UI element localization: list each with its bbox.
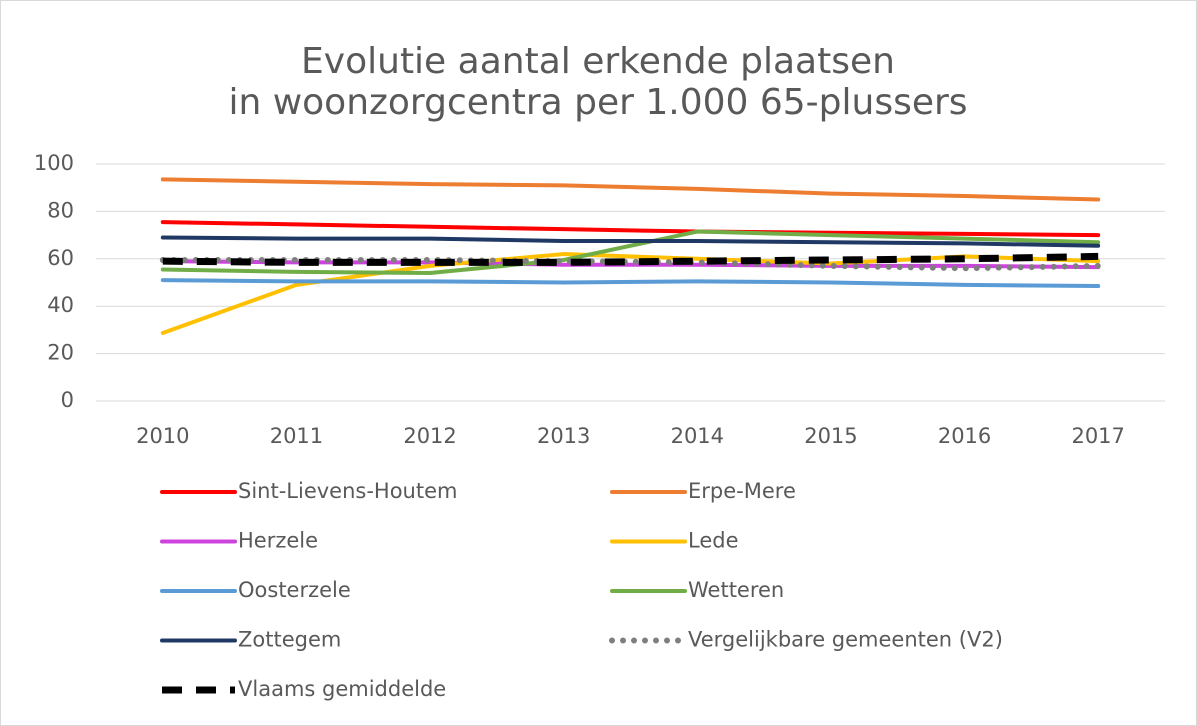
y-tick-label: 80 <box>47 198 74 222</box>
x-tick-label: 2016 <box>938 424 991 448</box>
x-tick-label: 2011 <box>270 424 323 448</box>
legend-label: Wetteren <box>688 578 784 602</box>
series-line <box>162 252 1099 266</box>
chart-title: Evolutie aantal erkende plaatsen <box>301 41 895 82</box>
chart-title: in woonzorgcentra per 1.000 65-plussers <box>228 82 967 123</box>
series-line <box>160 229 1101 276</box>
y-tick-label: 40 <box>47 293 74 317</box>
y-tick-label: 60 <box>47 246 74 270</box>
series-line <box>160 220 1101 238</box>
y-tick-label: 20 <box>47 341 74 365</box>
x-tick-label: 2014 <box>671 424 724 448</box>
legend-label: Lede <box>688 529 739 553</box>
x-tick-label: 2015 <box>804 424 857 448</box>
legend-label: Oosterzele <box>238 578 351 602</box>
series-line <box>160 177 1101 202</box>
x-tick-label: 2012 <box>403 424 456 448</box>
series-line <box>160 235 1101 248</box>
y-tick-label: 0 <box>61 388 74 412</box>
series-line <box>160 278 1101 289</box>
legend-label: Sint-Lievens-Houtem <box>238 479 457 503</box>
x-tick-label: 2013 <box>537 424 590 448</box>
legend-label: Vergelijkbare gemeenten (V2) <box>688 628 1003 652</box>
y-tick-label: 100 <box>34 151 74 175</box>
legend-label: Zottegem <box>238 628 341 652</box>
x-tick-label: 2017 <box>1071 424 1124 448</box>
legend-label: Erpe-Mere <box>688 479 796 503</box>
x-tick-label: 2010 <box>136 424 189 448</box>
legend-label: Vlaams gemiddelde <box>238 677 446 701</box>
legend-label: Herzele <box>238 529 318 553</box>
